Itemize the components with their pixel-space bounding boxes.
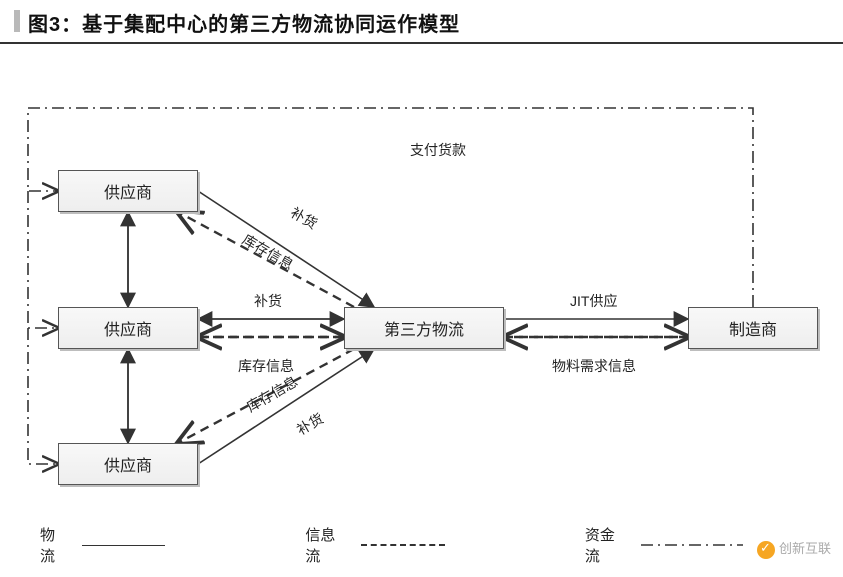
node-supplier2: 供应商 bbox=[58, 307, 198, 349]
legend-label: 资金流 bbox=[585, 524, 627, 566]
edge-label: JIT供应 bbox=[570, 291, 617, 311]
edge-label: 补货 bbox=[254, 291, 282, 311]
watermark-icon bbox=[757, 541, 775, 559]
title-bar: 图3：基于集配中心的第三方物流协同运作模型 bbox=[0, 0, 843, 44]
watermark-text: 创新互联 bbox=[779, 541, 831, 556]
legend-line-dashdot bbox=[641, 542, 743, 548]
node-thirdpl: 第三方物流 bbox=[344, 307, 504, 349]
title-prefix: 图3： bbox=[28, 14, 82, 36]
edge-label: 支付货款 bbox=[410, 140, 466, 160]
figure-title: 图3：基于集配中心的第三方物流协同运作模型 bbox=[28, 8, 460, 37]
diagram-canvas: 供应商供应商供应商第三方物流制造商 补货库存信息补货库存信息补货库存信息JIT供… bbox=[0, 60, 843, 520]
node-supplier3: 供应商 bbox=[58, 443, 198, 485]
edge-label: 库存信息 bbox=[238, 356, 294, 376]
title-accent bbox=[14, 10, 20, 32]
title-main: 基于集配中心的第三方物流协同运作模型 bbox=[82, 14, 460, 36]
legend-line-dashed bbox=[361, 544, 445, 546]
legend-line-solid bbox=[82, 545, 166, 546]
node-supplier1: 供应商 bbox=[58, 170, 198, 212]
legend-item-info: 信息流 bbox=[305, 524, 444, 566]
legend: 物流 信息流 资金流 bbox=[40, 533, 823, 557]
watermark: 创新互联 bbox=[757, 538, 831, 559]
legend-label: 物流 bbox=[40, 524, 68, 566]
edge-label: 物料需求信息 bbox=[552, 356, 636, 376]
node-maker: 制造商 bbox=[688, 307, 818, 349]
legend-label: 信息流 bbox=[305, 524, 347, 566]
legend-item-money: 资金流 bbox=[585, 524, 743, 566]
legend-item-flow: 物流 bbox=[40, 524, 165, 566]
